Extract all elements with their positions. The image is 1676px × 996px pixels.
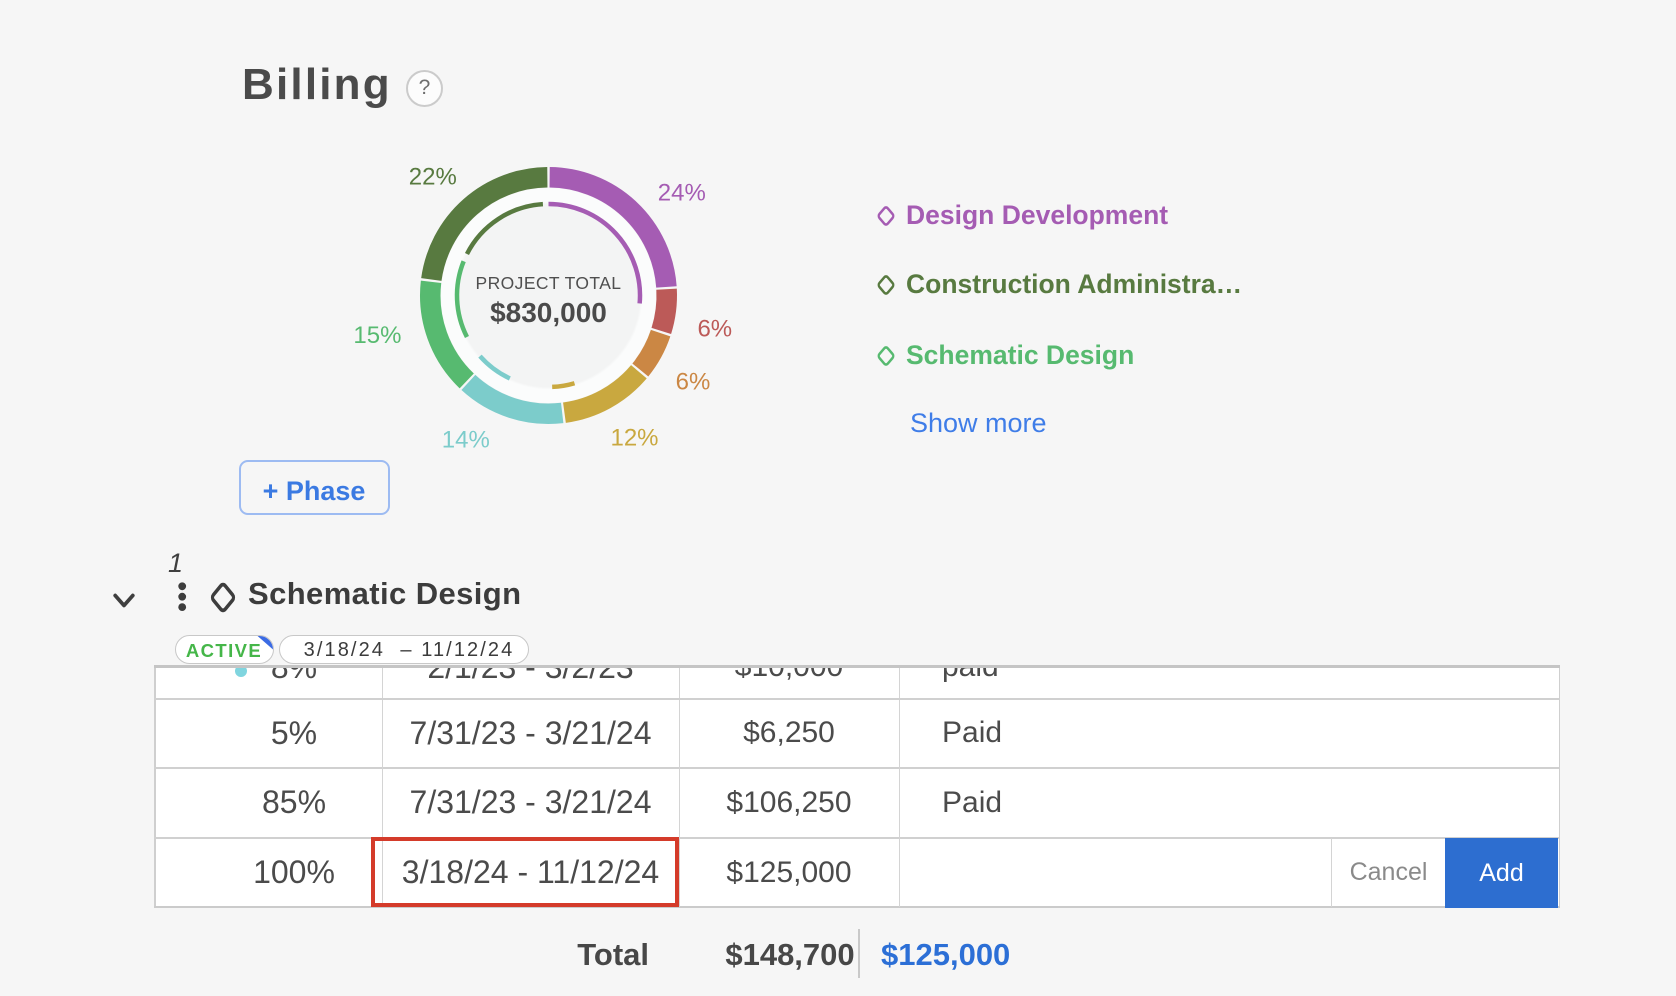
svg-text:15%: 15% [353,322,401,349]
svg-text:PROJECT TOTAL: PROJECT TOTAL [476,273,622,293]
svg-text:14%: 14% [442,427,490,454]
svg-text:$830,000: $830,000 [490,297,607,328]
svg-text:22%: 22% [409,164,457,191]
svg-text:24%: 24% [658,180,706,207]
svg-text:6%: 6% [697,316,732,343]
svg-text:12%: 12% [610,425,658,452]
svg-text:6%: 6% [676,369,711,396]
